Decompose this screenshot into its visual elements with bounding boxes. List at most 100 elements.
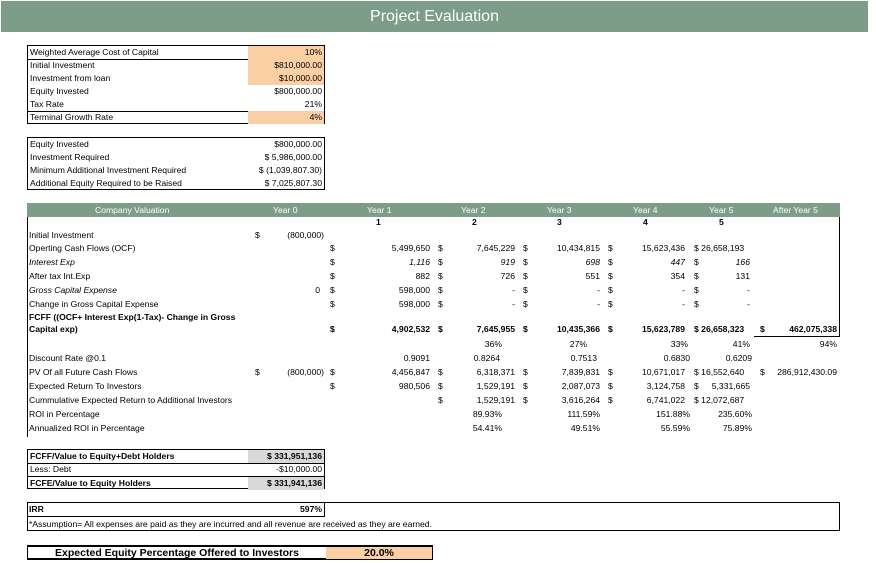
summary-row: FCFE/Value to Equity Holders $ 331,941,13… bbox=[28, 476, 324, 490]
currency-sign: $ bbox=[608, 271, 613, 281]
cell-value: 15,623,436 bbox=[641, 243, 685, 253]
cell-value: - bbox=[597, 299, 600, 309]
currency-sign: $ bbox=[523, 299, 528, 309]
currency-sign: $ bbox=[438, 285, 443, 295]
cell-value: 882 bbox=[415, 271, 430, 281]
cell-value: 7,645,229 bbox=[476, 243, 515, 253]
offer-value[interactable]: 20.0% bbox=[326, 547, 432, 559]
equity-value[interactable]: $ 7,025,807.30 bbox=[264, 178, 322, 188]
header-year-1: Year 1 bbox=[367, 205, 392, 215]
row-label: Annualized ROI in Percentage bbox=[29, 423, 145, 433]
equity-value[interactable]: $800,000.00 bbox=[274, 139, 322, 149]
cell-value: 1,529,191 bbox=[476, 381, 515, 391]
cell-value: $ 16,552,640 bbox=[694, 367, 745, 377]
cell-value: 5,331,665 bbox=[711, 381, 750, 391]
row-label: After tax Int.Exp bbox=[29, 271, 91, 281]
irr-value: 597% bbox=[300, 504, 322, 514]
equity-table: Equity Invested $800,000.00 Investment Re… bbox=[27, 137, 325, 190]
summary-value: $ 331,941,136 bbox=[248, 477, 324, 490]
cell-value: 4,902,532 bbox=[391, 324, 430, 334]
param-value[interactable]: $810,000.00 bbox=[248, 59, 324, 72]
row-label: Initial Investment bbox=[29, 230, 94, 240]
param-label: Tax Rate bbox=[30, 99, 64, 109]
header-year-0: Year 0 bbox=[273, 205, 298, 215]
cell-value: - bbox=[597, 285, 600, 295]
equity-label: Additional Equity Required to be Raised bbox=[30, 178, 182, 188]
cell-value: - bbox=[747, 285, 750, 295]
cell-value: 5,499,650 bbox=[391, 243, 430, 253]
currency-sign: $ bbox=[608, 299, 613, 309]
currency-sign: $ bbox=[255, 367, 260, 377]
equity-value[interactable]: $ 5,986,000.00 bbox=[264, 152, 322, 162]
currency-sign: $ bbox=[608, 395, 613, 405]
currency-sign: $ bbox=[694, 299, 699, 309]
currency-sign: $ bbox=[608, 285, 613, 295]
cell-value: 1,529,191 bbox=[476, 395, 515, 405]
currency-sign: $ bbox=[438, 324, 443, 334]
currency-sign: $ bbox=[760, 367, 765, 377]
currency-sign: $ bbox=[694, 381, 699, 391]
summary-row: FCFF/Value to Equity+Debt Holders $ 331,9… bbox=[28, 450, 324, 464]
discount-value: 0.8264 bbox=[473, 353, 500, 363]
param-row: Tax Rate 21% bbox=[28, 98, 324, 112]
year-number: 4 bbox=[643, 217, 648, 227]
equity-row: Investment Required $ 5,986,000.00 bbox=[28, 151, 324, 164]
cell-value: - bbox=[682, 285, 685, 295]
currency-sign: $ bbox=[523, 367, 528, 377]
param-row: Equity Invested $800,000.00 bbox=[28, 85, 324, 98]
summary-label: FCFE/Value to Equity Holders bbox=[30, 478, 151, 488]
currency-sign: $ bbox=[523, 324, 528, 334]
currency-sign: $ bbox=[523, 243, 528, 253]
equity-value[interactable]: $ (1,039,807.30) bbox=[258, 165, 322, 175]
page-title: Project Evaluation bbox=[1, 1, 868, 32]
equity-row: Additional Equity Required to be Raised $… bbox=[28, 177, 324, 190]
param-label: Weighted Average Cost of Capital bbox=[30, 47, 159, 57]
cell-value: (800,000) bbox=[287, 230, 324, 240]
growth-value: 94% bbox=[819, 339, 837, 349]
cell-value: 598,000 bbox=[398, 299, 430, 309]
cell-value: 447 bbox=[670, 257, 685, 267]
cell-value: 980,506 bbox=[398, 381, 430, 391]
offer-label: Expected Equity Percentage Offered to In… bbox=[55, 547, 299, 559]
cell-value: - bbox=[512, 285, 515, 295]
param-value[interactable]: 21% bbox=[304, 99, 322, 109]
param-row: Terminal Growth Rate 4% bbox=[28, 111, 324, 124]
param-row: Initial Investment $810,000.00 bbox=[28, 59, 324, 72]
cell-value: 7,839,831 bbox=[561, 367, 600, 377]
roi-value: 151.88% bbox=[656, 409, 690, 419]
roi-value: 89.93% bbox=[472, 409, 502, 419]
param-value[interactable]: $800,000.00 bbox=[274, 86, 322, 96]
cell-value: - bbox=[747, 299, 750, 309]
currency-sign: $ bbox=[255, 230, 260, 240]
cell-value: 10,671,017 bbox=[641, 367, 685, 377]
param-label: Terminal Growth Rate bbox=[30, 112, 114, 122]
currency-sign: $ bbox=[438, 243, 443, 253]
currency-sign: $ bbox=[330, 243, 335, 253]
growth-value: 27% bbox=[569, 339, 587, 349]
equity-label: Investment Required bbox=[30, 152, 110, 162]
summary-value: $ 331,951,136 bbox=[248, 450, 324, 463]
cell-value: $ 12,072,687 bbox=[694, 395, 745, 405]
currency-sign: $ bbox=[523, 395, 528, 405]
currency-sign: $ bbox=[608, 243, 613, 253]
discount-value: 0.9091 bbox=[403, 353, 430, 363]
currency-sign: $ bbox=[608, 324, 613, 334]
irr-cell-divider bbox=[324, 502, 325, 517]
param-value[interactable]: 10% bbox=[248, 46, 324, 59]
cell-value: 551 bbox=[585, 271, 600, 281]
currency-sign: $ bbox=[438, 381, 443, 391]
table-border-left bbox=[27, 217, 28, 437]
year-number: 5 bbox=[719, 217, 724, 227]
parameters-table: Weighted Average Cost of Capital 10% Init… bbox=[27, 45, 325, 124]
currency-sign: $ bbox=[523, 381, 528, 391]
cell-value: $ 26,658,323 bbox=[694, 324, 745, 334]
param-value[interactable]: 4% bbox=[248, 111, 324, 124]
irr-top-line bbox=[27, 502, 840, 503]
param-value[interactable]: $10,000.00 bbox=[248, 72, 324, 85]
growth-value: 41% bbox=[732, 339, 750, 349]
irr-bottom-line bbox=[27, 530, 840, 531]
cell-value: - bbox=[512, 299, 515, 309]
cell-value: 6,318,371 bbox=[476, 367, 515, 377]
cell-value: 3,616,264 bbox=[561, 395, 600, 405]
currency-sign: $ bbox=[330, 367, 335, 377]
